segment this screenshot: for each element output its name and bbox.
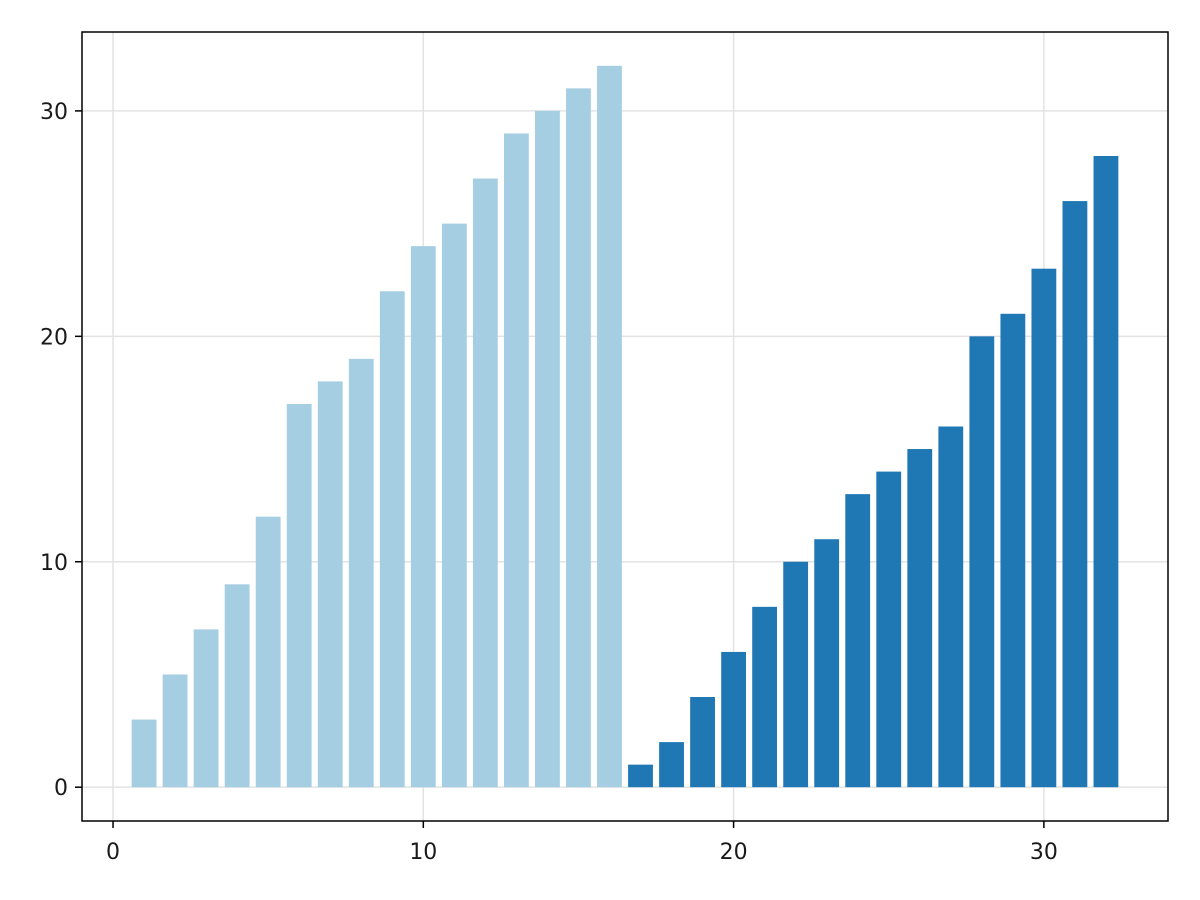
bar [1000, 313, 1026, 788]
bar [379, 291, 405, 788]
bar [224, 584, 250, 788]
bar [969, 336, 995, 788]
bar [1031, 268, 1057, 788]
bar [1093, 155, 1119, 788]
bar [441, 223, 467, 788]
bar [597, 65, 622, 788]
bar [1062, 201, 1088, 788]
bar [814, 539, 840, 788]
bar [938, 426, 964, 788]
bar [162, 674, 188, 788]
bar [876, 471, 902, 788]
bar [566, 88, 591, 788]
bar [752, 606, 778, 788]
y-tick-label: 30 [40, 100, 68, 125]
bar [783, 561, 809, 788]
bar [193, 629, 219, 788]
y-tick-label: 0 [54, 776, 68, 801]
x-tick-label: 30 [1030, 840, 1058, 865]
bar [503, 133, 529, 788]
bar [286, 403, 312, 788]
plot-frame [81, 31, 1169, 822]
bar [907, 449, 933, 788]
bar [472, 178, 498, 788]
bar [845, 494, 871, 788]
x-tick-label: 20 [720, 840, 748, 865]
bar [659, 742, 684, 788]
bar [628, 764, 653, 788]
y-tick-label: 10 [40, 551, 68, 576]
axis-ticks: 0 10 20 30 0 10 20 30 [40, 100, 1058, 865]
bar [255, 516, 281, 788]
x-tick-label: 0 [106, 840, 120, 865]
bar [131, 719, 157, 788]
y-tick-label: 20 [40, 325, 68, 350]
bar [721, 651, 747, 788]
bar [690, 697, 715, 788]
bar [410, 246, 436, 788]
bars [131, 65, 1119, 788]
bar [348, 358, 374, 788]
bar [317, 381, 343, 788]
bar [535, 110, 560, 788]
x-tick-label: 10 [409, 840, 437, 865]
